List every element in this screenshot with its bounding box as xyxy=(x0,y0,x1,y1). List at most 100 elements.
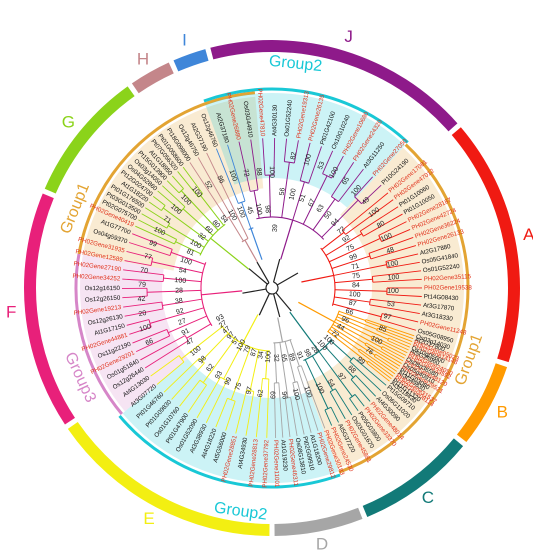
branch xyxy=(334,296,371,303)
leaf-branch xyxy=(322,150,334,174)
branch xyxy=(298,301,335,323)
branch-arc xyxy=(273,338,292,344)
branch xyxy=(289,311,320,352)
leaf-branch xyxy=(122,278,164,282)
leaf-label: At4G30130 xyxy=(271,104,279,136)
bootstrap-value: 100 xyxy=(291,388,300,401)
leaf-branch xyxy=(144,340,189,369)
bootstrap-value: 57 xyxy=(231,336,241,346)
bootstrap-value: 72 xyxy=(330,329,341,339)
branch xyxy=(338,310,366,321)
clade-ring-segment xyxy=(131,62,174,94)
bootstrap-value: 87 xyxy=(348,300,357,308)
bootstrap-value: 47 xyxy=(221,325,232,335)
bootstrap-value: 100 xyxy=(314,382,325,396)
leaf-branch xyxy=(308,146,322,184)
bootstrap-value: 99 xyxy=(224,376,234,386)
leaf-branch xyxy=(370,298,422,306)
branch xyxy=(265,350,269,379)
branch xyxy=(250,228,263,260)
leaf-branch xyxy=(128,242,171,256)
clade-ring-segment xyxy=(210,40,458,132)
leaf-label: PH02Gene35115 xyxy=(424,273,472,283)
leaf-branch xyxy=(145,207,171,224)
leaf-branch xyxy=(381,229,411,242)
branch xyxy=(333,264,387,276)
leaf-branch xyxy=(365,342,402,364)
bootstrap-value: 27 xyxy=(218,319,229,329)
branch xyxy=(284,341,296,383)
leaf-branch xyxy=(375,353,399,370)
leaf-branch xyxy=(350,379,371,402)
branch-arc xyxy=(256,216,325,240)
clade-letter: D xyxy=(316,535,328,550)
bootstrap-value: 92 xyxy=(341,234,351,244)
bootstrap-value: 79 xyxy=(138,282,146,289)
bootstrap-value: 28 xyxy=(310,345,320,355)
leaf-branch xyxy=(354,176,373,198)
leaf-branch xyxy=(157,190,182,212)
tree-branches xyxy=(121,138,423,438)
leaf-branch xyxy=(197,157,232,216)
branch xyxy=(325,233,363,256)
leaf-branch xyxy=(123,301,162,308)
leaf-branch xyxy=(359,348,396,375)
leaf-branch xyxy=(376,330,412,345)
branch xyxy=(289,339,300,367)
leaf-branch xyxy=(334,388,353,416)
branch xyxy=(321,231,345,250)
leaf-branch xyxy=(365,321,414,340)
branch xyxy=(200,195,225,226)
branch xyxy=(258,293,271,316)
branch xyxy=(275,292,292,312)
bootstrap-value: 62 xyxy=(257,389,265,398)
bootstrap-value: 98 xyxy=(302,348,312,358)
leaf-branch xyxy=(381,348,404,362)
bootstrap-value: 97 xyxy=(383,313,392,322)
leaf-branch xyxy=(152,195,166,206)
bootstrap-value: 98 xyxy=(263,205,270,213)
bootstrap-value: 100 xyxy=(349,291,361,299)
branch xyxy=(147,289,202,293)
bootstrap-value: 100 xyxy=(370,335,384,347)
leaf-label: Os12g16150 xyxy=(85,285,121,292)
leaf-branch xyxy=(140,335,186,361)
tree-root xyxy=(242,258,299,318)
leaf-branch xyxy=(372,278,422,283)
leaf-branch xyxy=(225,401,236,431)
bootstrap-value: 100 xyxy=(380,232,394,243)
leaf-branch xyxy=(355,375,377,397)
clade-ring-segment xyxy=(67,422,270,536)
leaf-branch xyxy=(123,269,164,276)
bootstrap-value: 82 xyxy=(290,151,298,160)
bootstrap-value: 75 xyxy=(352,272,361,280)
branch xyxy=(210,237,250,270)
branch-arc xyxy=(199,379,207,386)
group-border-arc xyxy=(203,87,409,144)
leaf-branch xyxy=(205,380,228,424)
bootstrap-value: 99 xyxy=(148,239,158,248)
bootstrap-value: 47 xyxy=(185,337,195,347)
group-background xyxy=(82,96,264,271)
leaf-label: PH02Gene19538 xyxy=(424,285,472,292)
clade-ring-segment xyxy=(451,127,520,363)
clade-ring-segment xyxy=(456,363,508,443)
bootstrap-value: 100 xyxy=(302,385,312,398)
leaf-branch xyxy=(163,357,200,393)
leaf-branch xyxy=(363,213,403,237)
leaf-branch xyxy=(377,327,413,342)
group-border-arc xyxy=(338,143,470,474)
bootstrap-value: 100 xyxy=(265,351,273,363)
branch-arc xyxy=(200,262,213,327)
bootstrap-value: 96 xyxy=(340,315,350,325)
leaf-branch xyxy=(387,261,420,269)
bootstrap-value: 68 xyxy=(346,364,357,375)
branch xyxy=(151,261,203,274)
leaf-branch xyxy=(370,337,407,356)
bootstrap-value: 97 xyxy=(336,372,346,383)
leaf-branch xyxy=(262,138,266,176)
bootstrap-value: 48 xyxy=(386,246,396,255)
bootstrap-value: 96 xyxy=(280,391,288,400)
bootstrap-value: 100 xyxy=(189,239,203,251)
